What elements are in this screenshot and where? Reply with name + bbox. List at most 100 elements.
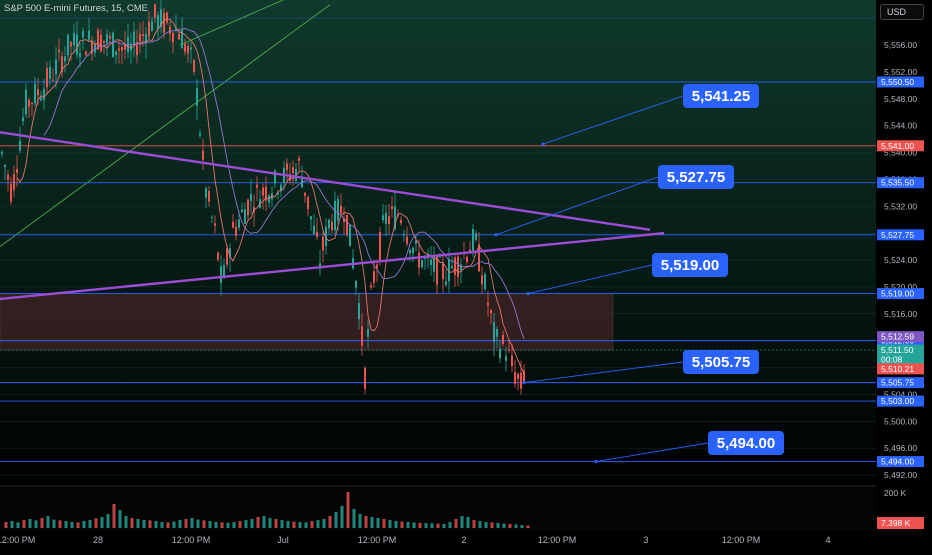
candle-body <box>331 221 333 231</box>
candle-body <box>487 302 489 306</box>
volume-bar <box>148 520 152 528</box>
candle-body <box>172 32 174 43</box>
candle-body <box>391 206 393 210</box>
candle-body <box>460 264 462 271</box>
volume-bar <box>454 519 458 528</box>
candle-body <box>127 36 129 53</box>
candle-body <box>514 372 516 384</box>
volume-bar <box>508 524 512 528</box>
volume-bar <box>448 522 452 528</box>
price-callout-box <box>683 84 759 108</box>
candle-body <box>217 252 219 260</box>
candle-body <box>373 271 375 283</box>
volume-bar <box>262 516 266 528</box>
candle-body <box>454 257 456 275</box>
candle-body <box>67 34 69 56</box>
y-tick-label: 5,520.00 <box>884 282 917 292</box>
candle-body <box>178 33 180 40</box>
price-tag-label: 5,511.50 <box>881 345 914 355</box>
volume-bar <box>82 521 86 528</box>
candle-body <box>337 198 339 221</box>
price-level-tag-label: 5,503.00 <box>881 396 914 406</box>
volume-bar <box>178 520 182 528</box>
volume-bar <box>298 522 302 528</box>
candle-body <box>103 40 105 43</box>
volume-bar <box>490 522 494 528</box>
volume-bar <box>526 525 530 528</box>
x-tick-label: 12:00 PM <box>358 535 397 545</box>
candle-body <box>349 224 351 247</box>
y-tick-label: 5,532.00 <box>884 201 917 211</box>
candle-body <box>475 233 477 240</box>
candle-body <box>76 34 78 55</box>
volume-bar <box>118 510 122 528</box>
channel-line-upper <box>179 0 285 46</box>
y-tick-label: 5,540.00 <box>884 148 917 158</box>
candle-body <box>340 205 342 213</box>
volume-bar <box>166 522 170 528</box>
candle-body <box>499 348 501 359</box>
candle-body <box>7 174 9 180</box>
candle-body <box>439 256 441 258</box>
candle-body <box>151 21 153 32</box>
candle-body <box>472 229 474 251</box>
volume-bar <box>334 512 338 528</box>
candle-body <box>40 97 42 101</box>
candle-body <box>160 9 162 28</box>
candle-body <box>247 199 249 216</box>
volume-bar <box>346 492 350 528</box>
y-tick-label: 5,496.00 <box>884 443 917 453</box>
volume-bar <box>136 519 140 528</box>
volume-bar <box>268 518 272 528</box>
candle-body <box>358 303 360 320</box>
candle-body <box>82 30 84 38</box>
candle-body <box>55 59 57 75</box>
volume-bar <box>514 524 518 528</box>
candle-body <box>157 14 159 30</box>
candle-body <box>184 43 186 52</box>
volume-bar <box>502 523 506 528</box>
price-level-tag-label: 5,505.75 <box>881 378 914 388</box>
candle-body <box>388 216 390 225</box>
candle-body <box>61 56 63 73</box>
candle-body <box>148 21 150 37</box>
candle-body <box>139 33 141 42</box>
price-level-tag <box>877 377 924 389</box>
candle-body <box>448 259 450 282</box>
candle-body <box>169 26 171 34</box>
y-tick-label: 5,544.00 <box>884 121 917 131</box>
price-level-tag-label: 5,550.50 <box>881 77 914 87</box>
price-tag-label: 5,512.59 <box>881 332 914 342</box>
volume-bar <box>328 516 332 528</box>
ascending-trendline <box>0 231 665 301</box>
candle-body <box>433 257 435 272</box>
candle-body <box>226 248 228 265</box>
volume-bar <box>520 525 524 528</box>
callout-anchor <box>526 291 530 296</box>
candle-body <box>214 223 216 226</box>
currency-button[interactable]: USD <box>880 4 924 20</box>
volume-bar <box>322 519 326 528</box>
volume-bar <box>424 523 428 528</box>
candle-body <box>271 193 273 200</box>
volume-bar <box>406 522 410 528</box>
candle-body <box>133 31 135 45</box>
candle-body <box>58 49 60 52</box>
candle-body <box>385 213 387 224</box>
candle-body <box>436 255 438 285</box>
volume-bar <box>10 521 14 528</box>
price-callout-label: 5,541.25 <box>692 88 750 105</box>
candle-body <box>232 221 234 228</box>
volume-bar <box>376 518 380 528</box>
price-level-tag-label: 5,494.00 <box>881 457 914 467</box>
candle-body <box>307 196 309 210</box>
volume-bar <box>154 521 158 528</box>
candle-body <box>379 231 381 261</box>
candle-body <box>355 280 357 288</box>
candle-body <box>250 193 252 201</box>
volume-bar <box>340 506 344 528</box>
volume-tick-label: 200 K <box>884 488 907 498</box>
candle-body <box>220 266 222 283</box>
